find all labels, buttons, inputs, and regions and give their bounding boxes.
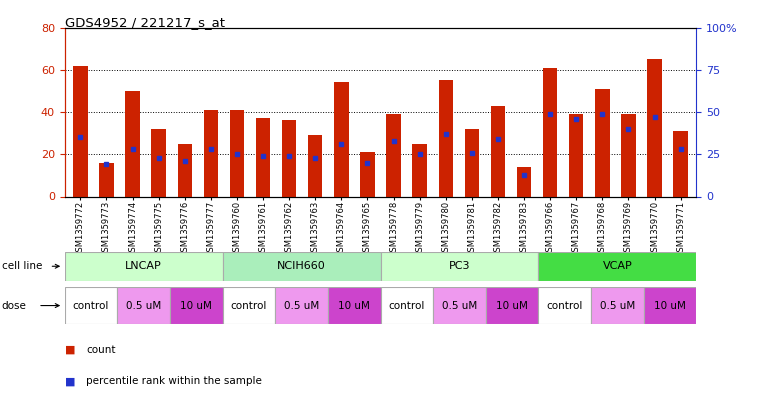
Bar bbox=[65, 287, 117, 324]
Text: ■: ■ bbox=[65, 345, 75, 355]
Bar bbox=[644, 287, 696, 324]
Bar bbox=[204, 110, 218, 196]
Bar bbox=[177, 144, 192, 196]
Text: 0.5 uM: 0.5 uM bbox=[600, 301, 635, 310]
Text: control: control bbox=[231, 301, 267, 310]
Bar bbox=[438, 80, 453, 196]
Bar bbox=[328, 287, 380, 324]
Text: control: control bbox=[73, 301, 109, 310]
Bar bbox=[412, 144, 427, 196]
Bar bbox=[151, 129, 166, 196]
Bar bbox=[517, 167, 531, 196]
Bar bbox=[539, 252, 696, 281]
Bar bbox=[223, 287, 275, 324]
Bar bbox=[486, 287, 539, 324]
Text: 10 uM: 10 uM bbox=[338, 301, 370, 310]
Text: NCIH660: NCIH660 bbox=[277, 261, 326, 271]
Text: 0.5 uM: 0.5 uM bbox=[126, 301, 161, 310]
Text: dose: dose bbox=[2, 301, 27, 310]
Bar bbox=[491, 106, 505, 196]
Text: percentile rank within the sample: percentile rank within the sample bbox=[86, 376, 262, 386]
Bar bbox=[595, 89, 610, 196]
Bar bbox=[99, 163, 113, 196]
Bar bbox=[591, 287, 644, 324]
Text: VCAP: VCAP bbox=[603, 261, 632, 271]
Text: count: count bbox=[86, 345, 116, 355]
Bar bbox=[117, 287, 170, 324]
Text: control: control bbox=[389, 301, 425, 310]
Bar bbox=[360, 152, 374, 196]
Text: control: control bbox=[546, 301, 583, 310]
Bar bbox=[387, 114, 401, 196]
Bar bbox=[334, 83, 349, 196]
Text: 0.5 uM: 0.5 uM bbox=[284, 301, 319, 310]
Text: LNCAP: LNCAP bbox=[126, 261, 162, 271]
Bar bbox=[230, 110, 244, 196]
Bar bbox=[433, 287, 486, 324]
Bar bbox=[256, 118, 270, 196]
Bar bbox=[465, 129, 479, 196]
Text: PC3: PC3 bbox=[449, 261, 470, 271]
Bar bbox=[73, 66, 88, 196]
Bar bbox=[308, 135, 323, 196]
Bar bbox=[170, 287, 223, 324]
Text: GDS4952 / 221217_s_at: GDS4952 / 221217_s_at bbox=[65, 16, 224, 29]
Bar bbox=[543, 68, 557, 196]
Text: 10 uM: 10 uM bbox=[180, 301, 212, 310]
Bar bbox=[648, 59, 662, 196]
Text: cell line: cell line bbox=[2, 261, 42, 271]
Bar bbox=[282, 120, 296, 196]
Bar bbox=[380, 252, 539, 281]
Bar bbox=[539, 287, 591, 324]
Bar bbox=[673, 131, 688, 196]
Bar bbox=[275, 287, 328, 324]
Text: 10 uM: 10 uM bbox=[496, 301, 528, 310]
Bar bbox=[126, 91, 140, 196]
Bar bbox=[621, 114, 635, 196]
Bar bbox=[569, 114, 584, 196]
Bar bbox=[65, 252, 223, 281]
Text: ■: ■ bbox=[65, 376, 75, 386]
Bar bbox=[380, 287, 433, 324]
Bar bbox=[223, 252, 380, 281]
Text: 10 uM: 10 uM bbox=[654, 301, 686, 310]
Text: 0.5 uM: 0.5 uM bbox=[442, 301, 477, 310]
